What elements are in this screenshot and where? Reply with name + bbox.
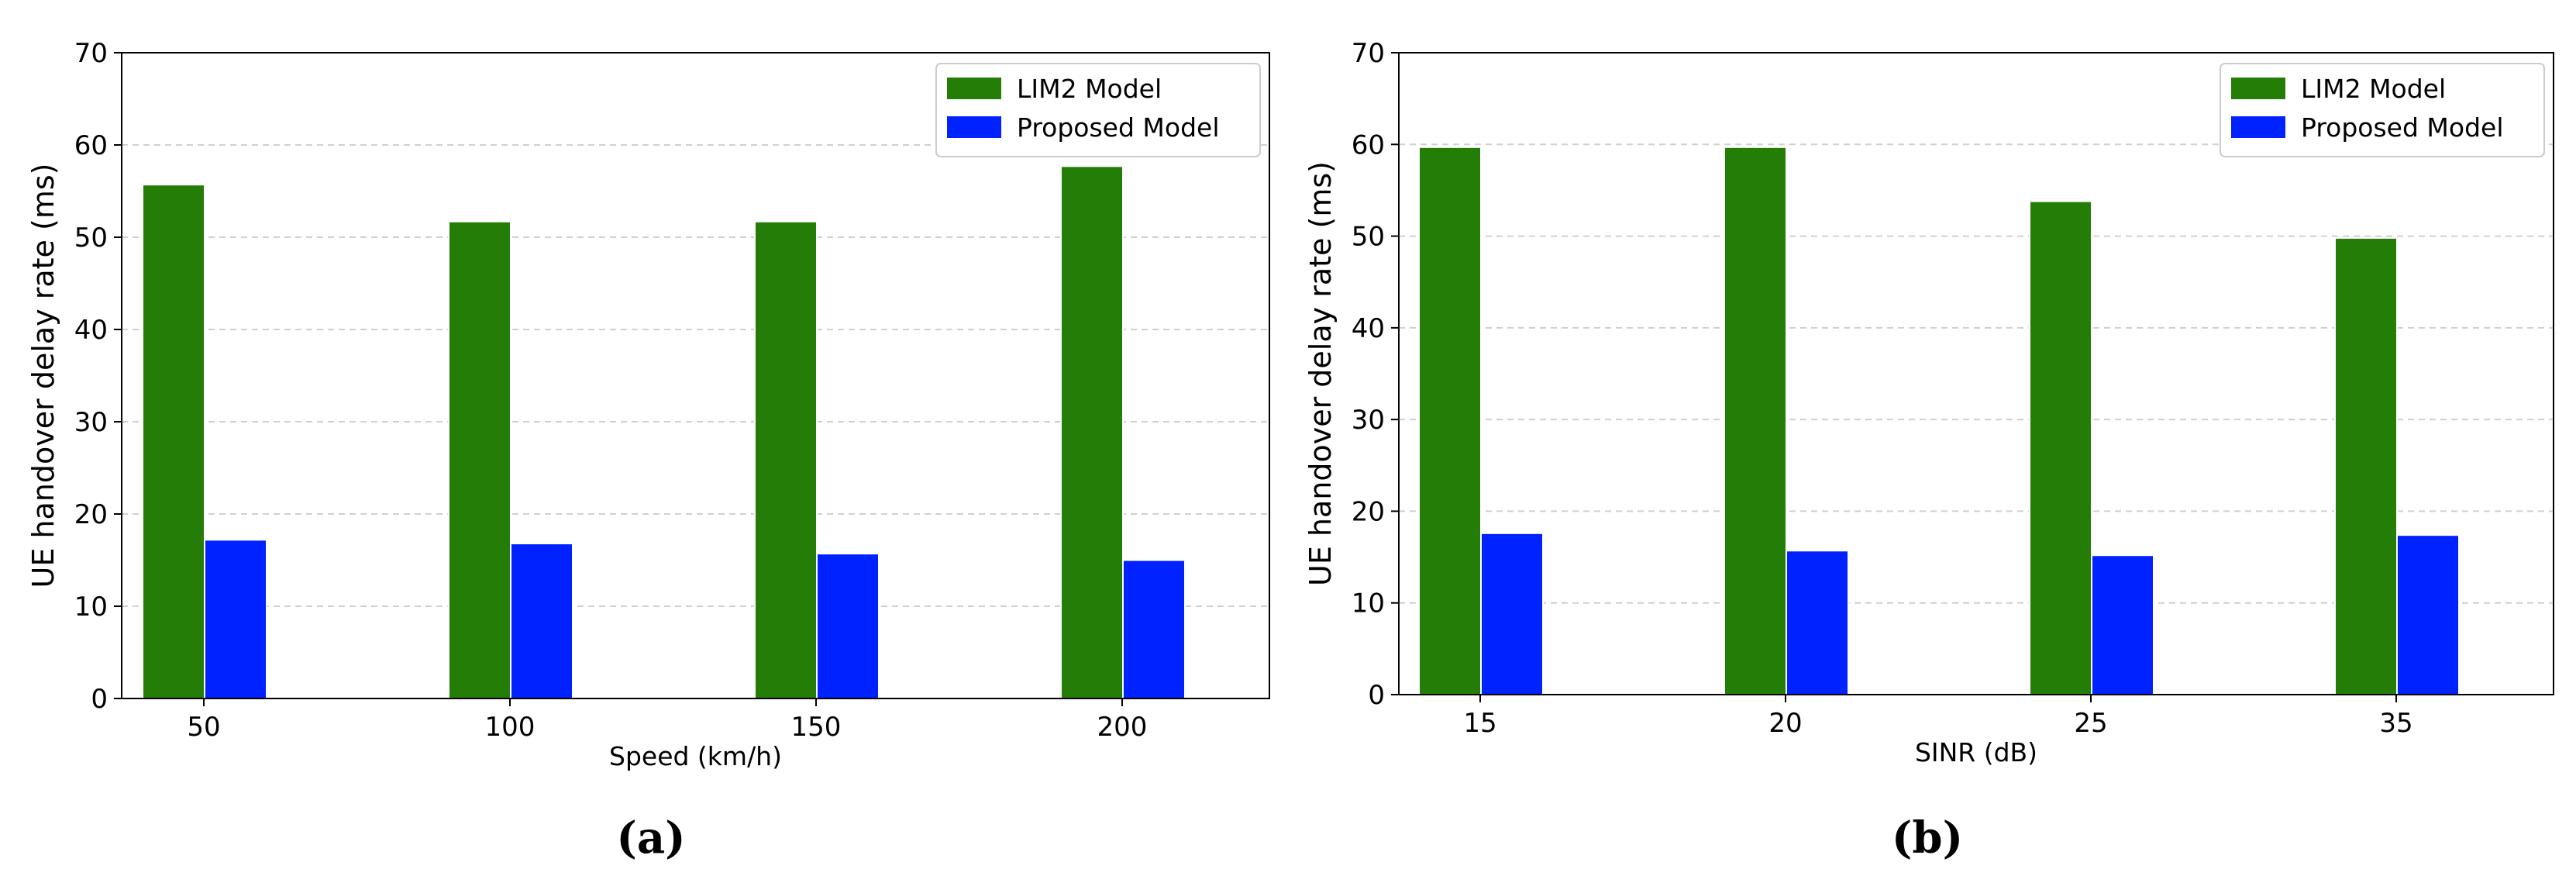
bars xyxy=(142,165,1186,700)
legend: LIM2 Model Proposed Model xyxy=(2220,63,2545,157)
y-tick-label: 60 xyxy=(1352,129,1385,160)
x-tick-label: 50 xyxy=(187,712,220,743)
y-tick-label: 0 xyxy=(1368,680,1385,711)
x-tick-label: 200 xyxy=(1097,712,1148,743)
y-axis-ticks: 0 10 20 30 40 50 60 70 xyxy=(74,38,122,715)
legend-label-lim2: LIM2 Model xyxy=(1017,74,1162,104)
legend-swatch-proposed xyxy=(947,116,1001,138)
bar-lim2 xyxy=(1418,146,1482,695)
bar-proposed xyxy=(1122,559,1186,699)
bar-lim2 xyxy=(448,220,511,699)
legend-swatch-lim2 xyxy=(2231,78,2285,99)
legend-swatch-lim2 xyxy=(947,78,1001,99)
bars xyxy=(1418,146,2460,696)
chart-panel-b: 0 10 20 30 40 50 60 70 15 20 25 35 UE handover del… xyxy=(1303,38,2554,864)
bar-lim2 xyxy=(2029,200,2092,695)
y-axis-ticks: 0 10 20 30 40 50 60 70 xyxy=(1352,38,1399,711)
x-tick-label: 25 xyxy=(2074,708,2107,739)
bar-proposed xyxy=(510,543,573,700)
y-tick-label: 60 xyxy=(74,130,108,161)
y-tick-label: 70 xyxy=(1352,38,1385,69)
y-tick-label: 30 xyxy=(1352,405,1385,436)
x-tick-label: 100 xyxy=(485,712,536,743)
legend-label-proposed: Proposed Model xyxy=(2301,112,2504,143)
y-tick-label: 50 xyxy=(74,222,108,254)
y-tick-label: 70 xyxy=(74,38,108,69)
bar-lim2 xyxy=(142,184,205,700)
bar-proposed xyxy=(1786,550,1849,696)
bar-proposed xyxy=(1480,532,1544,695)
bar-proposed xyxy=(2396,534,2460,695)
x-axis-label: Speed (km/h) xyxy=(609,741,782,771)
chart-panel-a: 0 10 20 30 40 50 60 70 50 100 150 200 UE handover … xyxy=(26,38,1270,864)
y-tick-label: 20 xyxy=(1352,496,1385,527)
grid-lines xyxy=(1399,143,2554,604)
bar-proposed xyxy=(816,553,880,699)
x-tick-label: 35 xyxy=(2379,708,2412,739)
plot-area-frame xyxy=(121,52,1270,699)
bar-lim2 xyxy=(1060,165,1124,699)
legend-box xyxy=(2220,63,2545,157)
x-axis-ticks: 50 100 150 200 xyxy=(187,698,1147,743)
y-axis-label: UE handover delay rate (ms) xyxy=(26,164,60,588)
x-tick-label: 15 xyxy=(1463,708,1496,739)
x-tick-label: 150 xyxy=(791,712,842,743)
panel-label-a: (a) xyxy=(616,812,685,864)
x-axis-label: SINR (dB) xyxy=(1915,737,2037,767)
y-tick-label: 40 xyxy=(74,315,108,346)
bar-lim2 xyxy=(2334,236,2398,695)
legend: LIM2 Model Proposed Model xyxy=(935,63,1261,157)
legend-label-proposed: Proposed Model xyxy=(1017,112,1220,143)
y-tick-label: 50 xyxy=(1352,222,1385,253)
y-tick-label: 0 xyxy=(91,684,108,715)
x-tick-label: 20 xyxy=(1768,708,1802,739)
bar-proposed xyxy=(2091,554,2154,695)
legend-label-lim2: LIM2 Model xyxy=(2301,74,2446,104)
y-tick-label: 30 xyxy=(74,407,108,438)
legend-swatch-proposed xyxy=(2231,116,2285,138)
legend-box xyxy=(935,63,1261,157)
y-tick-label: 40 xyxy=(1352,313,1385,344)
y-axis-label: UE handover delay rate (ms) xyxy=(1303,161,1338,586)
panel-label-b: (b) xyxy=(1892,812,1963,864)
y-tick-label: 10 xyxy=(1352,588,1385,619)
bar-proposed xyxy=(204,539,267,699)
x-axis-ticks: 15 20 25 35 xyxy=(1463,695,2413,739)
bar-lim2 xyxy=(754,220,818,699)
bar-lim2 xyxy=(1724,146,1787,695)
plot-area-frame xyxy=(1398,52,2554,695)
y-tick-label: 20 xyxy=(74,499,108,530)
y-tick-label: 10 xyxy=(74,592,108,623)
